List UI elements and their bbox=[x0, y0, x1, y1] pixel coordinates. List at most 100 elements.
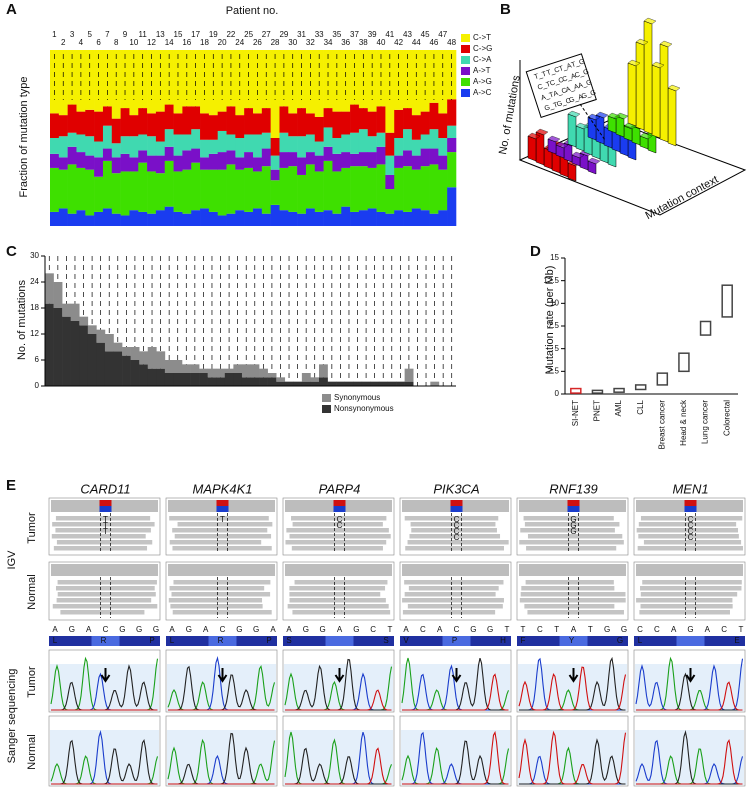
bar-segment bbox=[67, 50, 77, 105]
bar-segment bbox=[261, 108, 271, 133]
variant-call: T bbox=[220, 515, 225, 524]
base: G bbox=[353, 625, 359, 634]
base: C bbox=[370, 625, 376, 634]
bar-segment bbox=[429, 129, 439, 149]
bar-segment bbox=[200, 169, 210, 209]
bar-segment bbox=[376, 132, 386, 147]
bar-segment bbox=[387, 381, 397, 386]
bar-segment bbox=[332, 171, 342, 214]
bar-segment bbox=[250, 377, 260, 386]
bar-segment bbox=[85, 50, 95, 110]
bar-segment bbox=[250, 364, 260, 378]
bar-segment bbox=[94, 111, 104, 142]
read bbox=[56, 598, 152, 603]
bar-segment bbox=[276, 377, 286, 382]
bar-segment bbox=[376, 50, 386, 107]
block-side bbox=[635, 41, 645, 131]
bar-segment bbox=[76, 50, 86, 112]
amino-acid: S bbox=[383, 636, 388, 645]
bar-segment bbox=[208, 115, 218, 140]
bar-segment bbox=[129, 171, 139, 211]
bar-segment bbox=[96, 329, 106, 343]
y-tick-label: 24 bbox=[30, 277, 39, 286]
bar-segment bbox=[332, 111, 342, 138]
block-side bbox=[567, 113, 577, 148]
read bbox=[294, 580, 388, 585]
read bbox=[409, 534, 501, 539]
block-side bbox=[527, 135, 537, 162]
bar-segment bbox=[235, 157, 245, 170]
bar-segment bbox=[270, 155, 280, 170]
x-tick-label: 40 bbox=[377, 38, 386, 47]
panel-label: E bbox=[6, 477, 16, 494]
bar-segment bbox=[394, 50, 404, 110]
bar-segment bbox=[155, 210, 166, 226]
x-tick-label: 48 bbox=[447, 38, 456, 47]
bar-segment bbox=[358, 210, 369, 226]
bar-segment bbox=[138, 134, 148, 151]
bar-segment bbox=[111, 213, 121, 226]
bar-segment bbox=[332, 50, 342, 112]
x-tick-label: 42 bbox=[394, 38, 403, 47]
bar-segment bbox=[341, 206, 351, 226]
bar-segment bbox=[182, 213, 192, 226]
x-tick-label: 7 bbox=[105, 30, 110, 39]
bar-segment bbox=[104, 334, 114, 352]
bar-segment bbox=[164, 50, 174, 105]
x-tick-label: 25 bbox=[244, 30, 253, 39]
read bbox=[638, 522, 737, 527]
base: C bbox=[420, 625, 426, 634]
bar-segment bbox=[447, 187, 457, 226]
bar-segment bbox=[261, 148, 271, 167]
pointer bbox=[579, 103, 606, 141]
bar-segment bbox=[310, 381, 320, 386]
bar-segment bbox=[122, 347, 131, 356]
bar-segment bbox=[305, 152, 316, 165]
read bbox=[524, 604, 615, 609]
y-tick-label: 10 bbox=[550, 298, 559, 307]
legend-label: C->T bbox=[473, 33, 491, 42]
block-top bbox=[547, 135, 561, 143]
bar-segment bbox=[319, 377, 328, 386]
read bbox=[173, 580, 271, 585]
bar-segment bbox=[241, 364, 251, 378]
bar-segment bbox=[76, 167, 86, 211]
amino-acid: L bbox=[170, 636, 175, 645]
legend-swatch bbox=[322, 405, 331, 413]
x-tick-label: 14 bbox=[165, 38, 174, 47]
legend-label: A->T bbox=[473, 66, 491, 75]
bar-segment bbox=[147, 171, 157, 214]
legend-label: A->G bbox=[473, 77, 492, 86]
block-top bbox=[587, 113, 601, 121]
read bbox=[643, 540, 742, 545]
bar-segment bbox=[404, 381, 414, 386]
bar-segment bbox=[253, 171, 263, 209]
x-tick-label: 28 bbox=[271, 38, 280, 47]
x-tick-label: CLL bbox=[636, 399, 645, 414]
block-side bbox=[667, 87, 677, 147]
read bbox=[289, 534, 391, 539]
bar-segment bbox=[420, 111, 430, 135]
block-top bbox=[607, 112, 621, 120]
bar-segment bbox=[182, 373, 191, 386]
x-tick-label: SI-NET bbox=[571, 400, 580, 426]
bar-segment bbox=[276, 381, 286, 386]
variant-call: C bbox=[688, 515, 694, 524]
x-tick-label: 4 bbox=[79, 38, 84, 47]
bar-segment bbox=[191, 50, 201, 107]
bar-segment bbox=[226, 50, 236, 107]
base: A bbox=[403, 625, 409, 634]
base: T bbox=[388, 625, 393, 634]
amino-acid: P bbox=[452, 636, 457, 645]
base: C bbox=[721, 625, 727, 634]
read bbox=[291, 546, 383, 551]
bar-segment bbox=[200, 157, 210, 170]
context-label: A_T bbox=[540, 91, 555, 102]
x-tick-label: AML bbox=[614, 399, 623, 416]
x-tick-label: 30 bbox=[288, 38, 297, 47]
bar-segment bbox=[58, 169, 68, 209]
x-tick-label: 45 bbox=[421, 30, 430, 39]
x-tick-label: Breast cancer bbox=[657, 400, 666, 450]
bar-segment bbox=[173, 171, 183, 212]
